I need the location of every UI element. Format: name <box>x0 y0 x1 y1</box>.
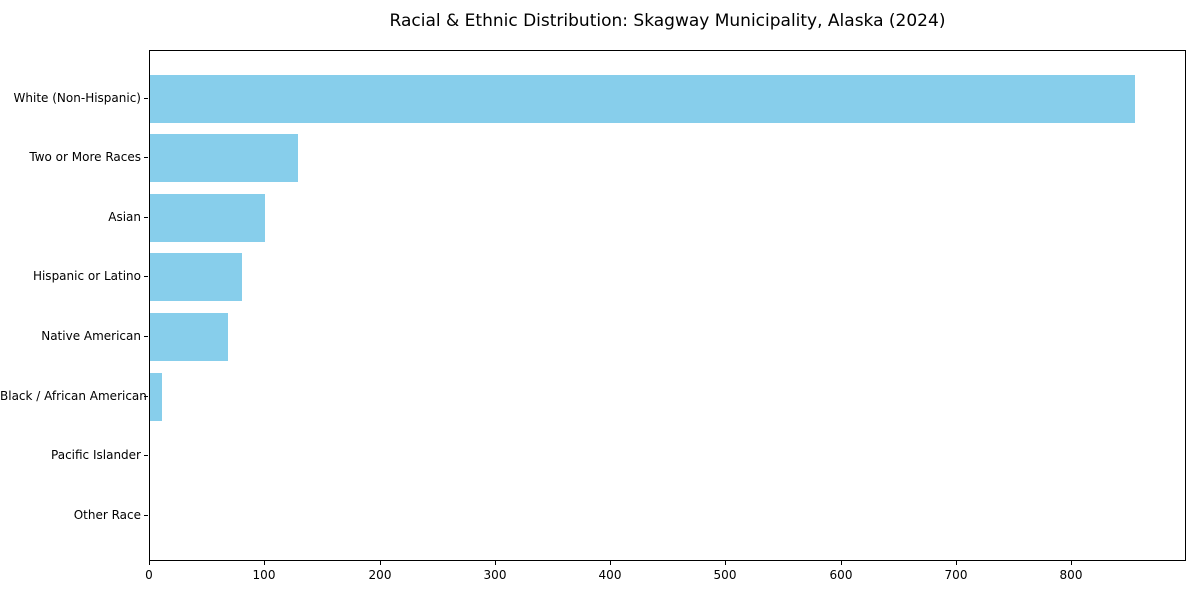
x-tick-label: 100 <box>252 568 276 582</box>
x-tick-mark <box>841 561 842 565</box>
x-tick-mark <box>725 561 726 565</box>
y-tick-mark <box>144 276 148 277</box>
bar <box>150 193 265 242</box>
x-tick-mark <box>149 561 150 565</box>
bar <box>150 372 162 421</box>
y-tick-mark <box>144 455 148 456</box>
x-tick-label: 200 <box>368 568 392 582</box>
y-axis-category-label: Black / African American <box>0 389 147 403</box>
x-tick-label: 700 <box>944 568 968 582</box>
x-tick-label: 300 <box>483 568 507 582</box>
y-tick-mark <box>144 336 148 337</box>
x-tick-mark <box>956 561 957 565</box>
x-tick-label: 800 <box>1059 568 1083 582</box>
y-tick-mark <box>144 396 148 397</box>
x-tick-mark <box>610 561 611 565</box>
x-tick-label: 400 <box>598 568 622 582</box>
y-tick-mark <box>144 157 148 158</box>
y-axis-category-label: Hispanic or Latino <box>32 269 141 283</box>
bar <box>150 313 228 362</box>
x-tick-label: 600 <box>829 568 853 582</box>
y-axis-category-label: Native American <box>41 329 141 343</box>
x-tick-label: 500 <box>713 568 737 582</box>
x-tick-mark <box>495 561 496 565</box>
bar <box>150 134 298 183</box>
chart-title: Racial & Ethnic Distribution: Skagway Mu… <box>389 11 946 31</box>
plot-area <box>149 50 1186 561</box>
x-tick-mark <box>1071 561 1072 565</box>
x-tick-mark <box>264 561 265 565</box>
y-tick-mark <box>144 217 148 218</box>
y-axis-category-label: White (Non-Hispanic) <box>13 91 141 105</box>
bar <box>150 74 1135 123</box>
y-axis-category-label: Other Race <box>73 508 141 522</box>
y-axis-category-label: Pacific Islander <box>51 448 141 462</box>
x-tick-mark <box>380 561 381 565</box>
y-tick-mark <box>144 98 148 99</box>
y-axis-category-label: Two or More Races <box>29 150 141 164</box>
y-axis-category-label: Asian <box>108 210 141 224</box>
x-tick-label: 0 <box>145 568 153 582</box>
bar <box>150 253 242 302</box>
y-tick-mark <box>144 515 148 516</box>
